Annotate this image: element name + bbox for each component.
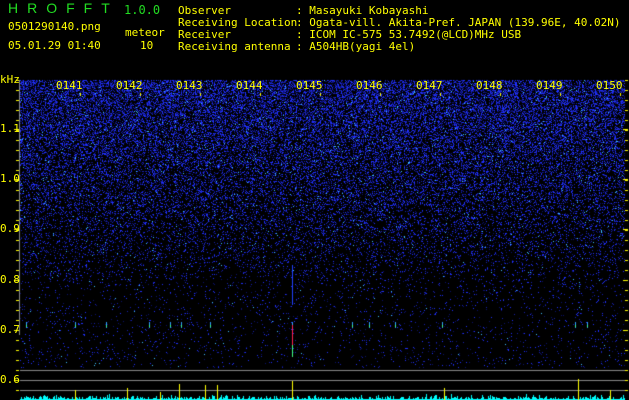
y-tick-label: 0.7 bbox=[0, 323, 20, 336]
info-location: Receiving Location: Ogata-vill. Akita-Pr… bbox=[178, 17, 621, 29]
info-value: : Masayuki Kobayashi bbox=[296, 4, 429, 17]
info-value: : Ogata-vill. Akita-Pref. JAPAN (139.96E… bbox=[296, 16, 621, 29]
info-value: : A504HB(yagi 4el) bbox=[296, 40, 416, 53]
x-time-label: 0144 bbox=[236, 79, 263, 92]
datetime: 05.01.29 01:40 bbox=[8, 39, 101, 52]
y-tick-label: 0.6 bbox=[0, 373, 20, 386]
x-time-label: 0149 bbox=[536, 79, 563, 92]
meteor-count: 10 bbox=[140, 39, 154, 52]
filename: 0501290140.png bbox=[8, 20, 101, 33]
info-observer: Observer : Masayuki Kobayashi bbox=[178, 5, 428, 17]
info-receiver: Receiver : ICOM IC-575 53.7492(@LCD)MHz U… bbox=[178, 29, 521, 41]
x-time-label: 0145 bbox=[296, 79, 323, 92]
x-time-label: 0142 bbox=[116, 79, 143, 92]
info-key: Observer bbox=[178, 4, 231, 17]
x-time-label: 0148 bbox=[476, 79, 503, 92]
y-tick-label: 1.0 bbox=[0, 172, 20, 185]
x-time-label: 0141 bbox=[56, 79, 83, 92]
info-antenna: Receiving antenna : A504HB(yagi 4el) bbox=[178, 41, 415, 53]
x-time-label: 0147 bbox=[416, 79, 443, 92]
y-tick-label: 1.1 bbox=[0, 122, 20, 135]
y-unit-label: kHz bbox=[0, 73, 20, 86]
info-key: Receiver bbox=[178, 28, 231, 41]
x-time-label: 0143 bbox=[176, 79, 203, 92]
app-title: HROFFT bbox=[8, 0, 119, 16]
info-key: Receiving Location bbox=[178, 16, 298, 29]
info-key: Receiving antenna bbox=[178, 40, 291, 53]
meteor-label: meteor bbox=[125, 26, 165, 39]
info-value: : ICOM IC-575 53.7492(@LCD)MHz USB bbox=[296, 28, 522, 41]
x-time-label: 0146 bbox=[356, 79, 383, 92]
y-tick-label: 0.9 bbox=[0, 222, 20, 235]
y-tick-label: 0.8 bbox=[0, 273, 20, 286]
x-time-label: 0150 bbox=[596, 79, 623, 92]
app-version: 1.0.0 bbox=[124, 3, 161, 17]
